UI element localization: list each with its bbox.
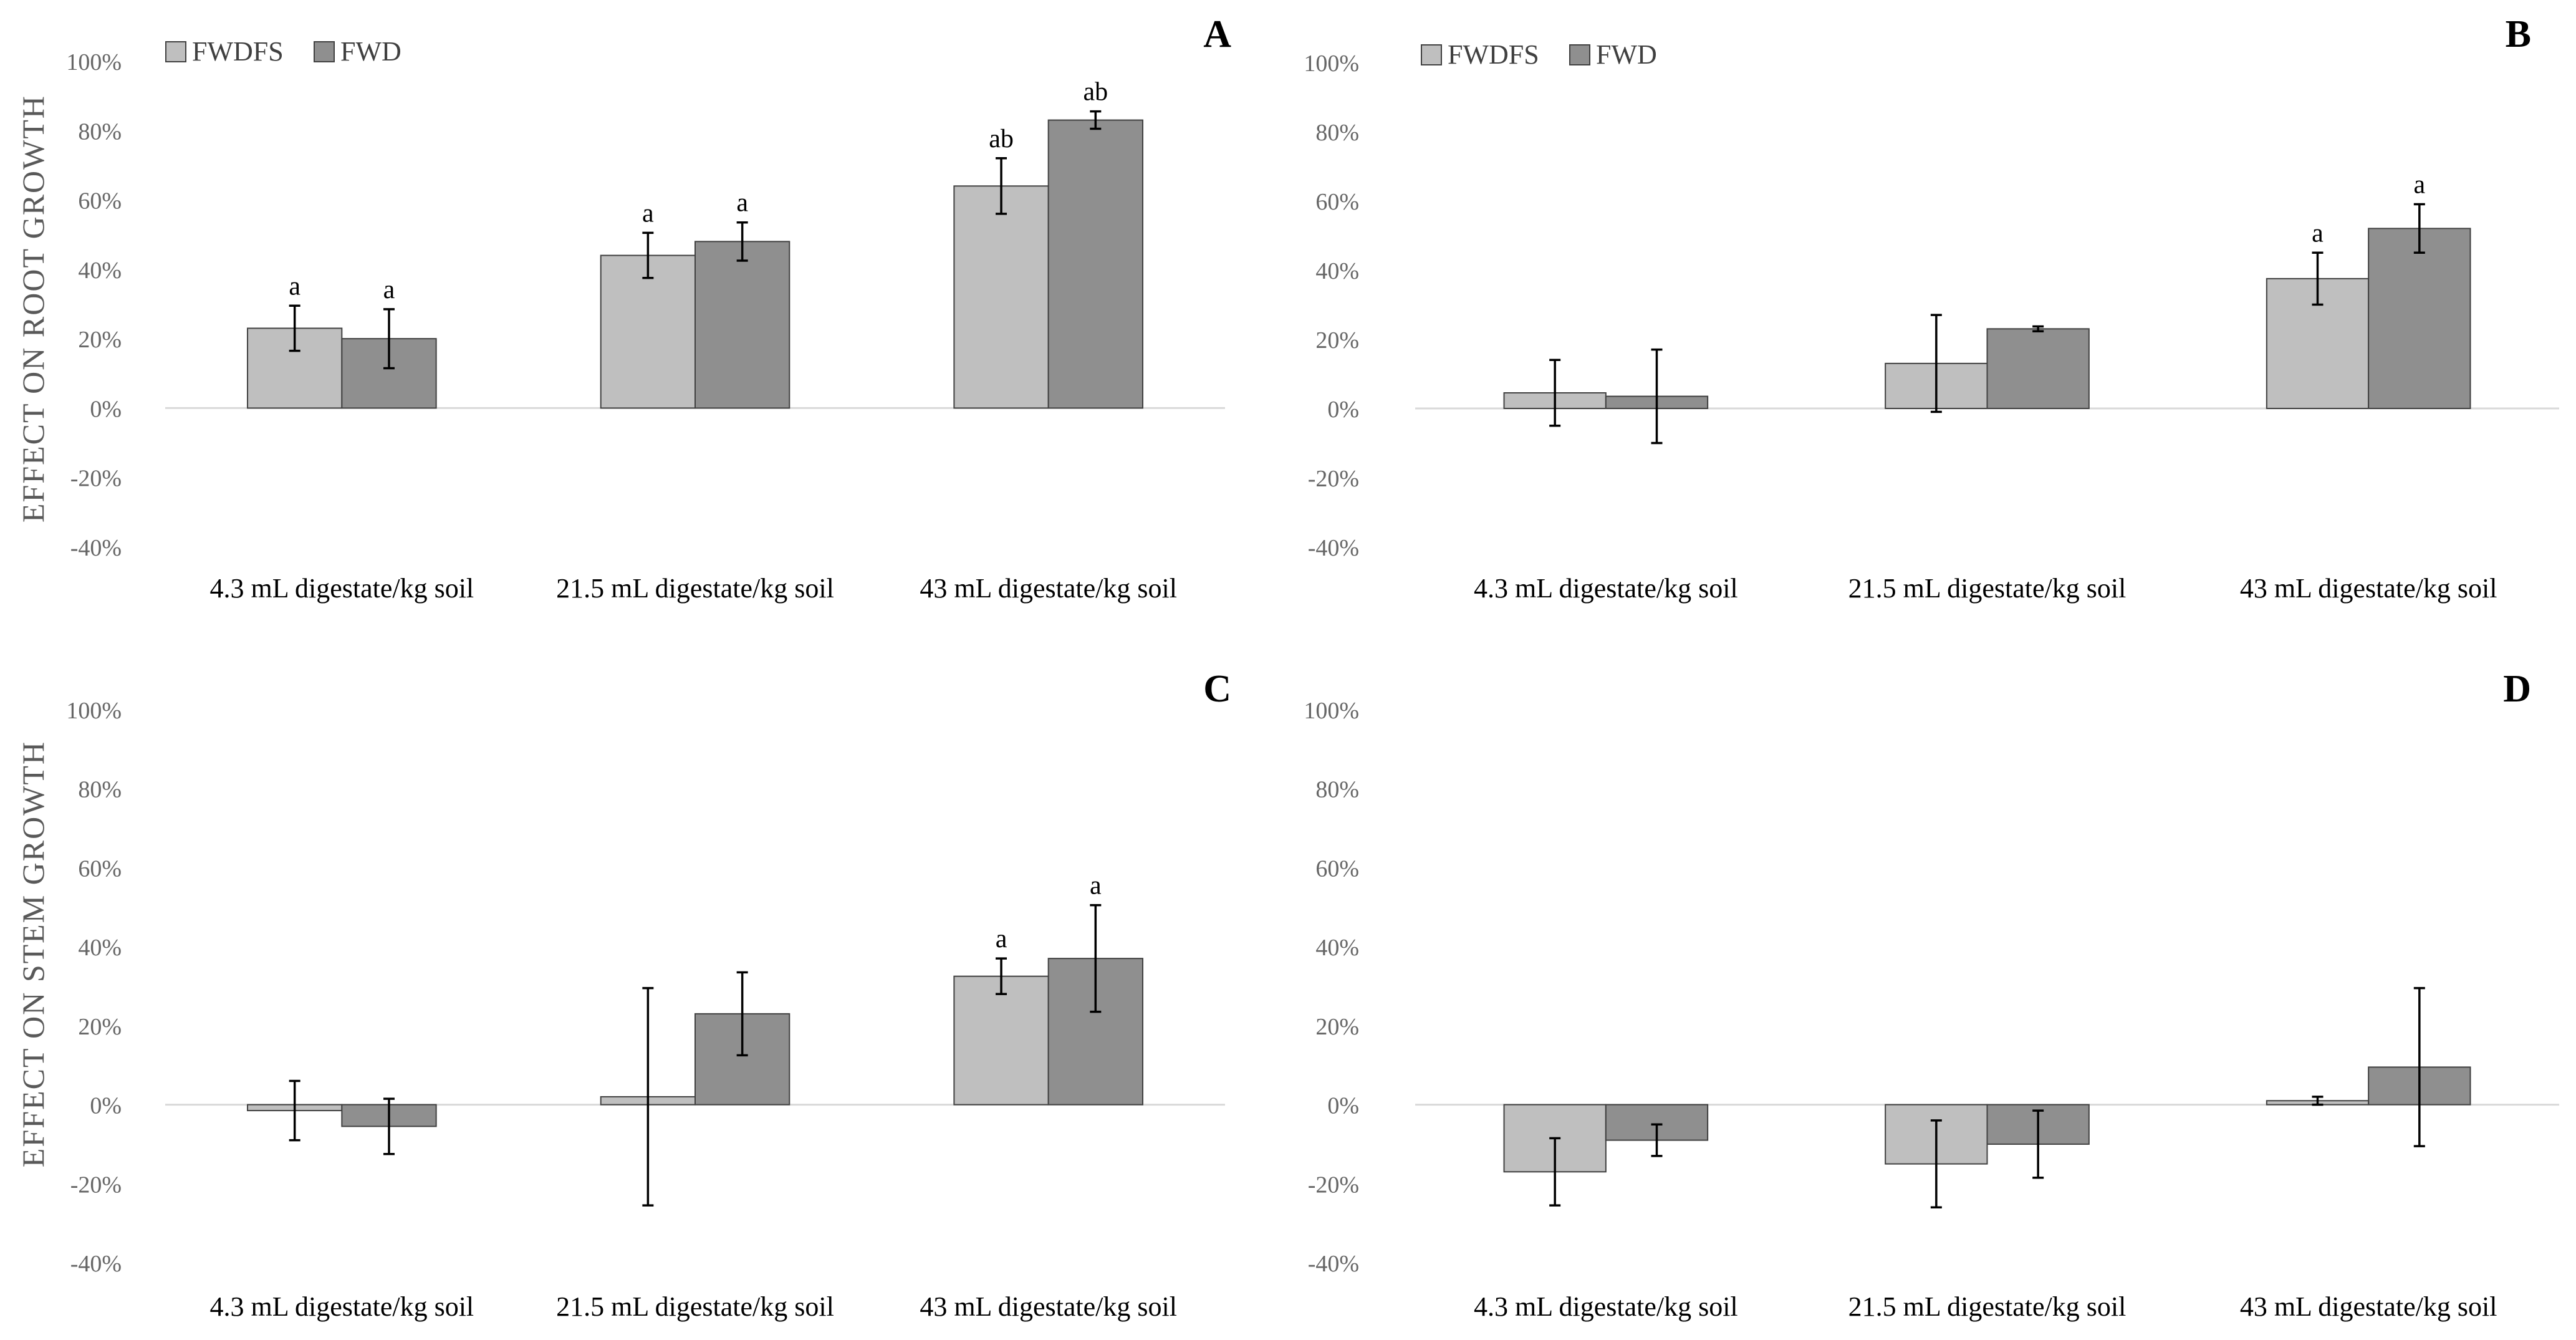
category-label: 4.3 mL digestate/kg soil xyxy=(210,1291,474,1322)
bar-fwd xyxy=(341,338,437,409)
category-label: 43 mL digestate/kg soil xyxy=(920,1291,1177,1322)
significance-label: a xyxy=(1090,872,1102,900)
y-tick-label: 80% xyxy=(78,118,122,145)
y-tick-label: 0% xyxy=(1327,397,1359,423)
significance-label: a xyxy=(736,189,748,218)
y-axis-title-stem: EFFECT ON STEM GROWTH xyxy=(16,741,50,1167)
category-label: 4.3 mL digestate/kg soil xyxy=(210,573,474,604)
bar-fwd xyxy=(2368,228,2471,409)
category-label: 43 mL digestate/kg soil xyxy=(2240,573,2497,604)
y-tick-label: 60% xyxy=(78,856,122,882)
category-label: 4.3 mL digestate/kg soil xyxy=(1474,573,1738,604)
panel-letter: D xyxy=(2503,668,2531,710)
y-tick-label: 100% xyxy=(66,698,122,724)
panel-c: -40% -20% 0% 20% 40% 60% 80% 100% Ca a 4.3 mL dige… xyxy=(66,668,1231,1322)
panel-b: -40% -20% 0% 20% 40% 60% 80% 100% Ba a 4.3 mL dige… xyxy=(1304,13,2559,604)
significance-label: ab xyxy=(1083,78,1108,107)
y-tick-label: -20% xyxy=(1308,466,1359,492)
y-tick-label: 60% xyxy=(78,188,122,214)
panel-d: -40% -20% 0% 20% 40% 60% 80% 100% D 4.3 mL digest… xyxy=(1304,668,2559,1322)
panel-letter: C xyxy=(1203,668,1231,710)
y-tick-label: -20% xyxy=(1308,1172,1359,1198)
y-tick-label: 80% xyxy=(1315,120,1359,146)
significance-label: ab xyxy=(989,125,1014,153)
significance-label: a xyxy=(2413,171,2425,200)
panel-a: -40% -20% 0% 20% 40% 60% 80% 100% Aa a ab a a ab 4.3 m… xyxy=(66,13,1231,604)
y-tick-label: 20% xyxy=(1315,327,1359,354)
y-tick-label: 0% xyxy=(90,396,122,422)
y-tick-label: 40% xyxy=(1315,935,1359,961)
y-axis-title-root: EFFECT ON ROOT GROWTH xyxy=(16,95,50,523)
y-tick-label: 60% xyxy=(1315,189,1359,215)
y-tick-label: 40% xyxy=(78,935,122,961)
y-tick-label: -40% xyxy=(1308,1251,1359,1277)
category-label: 21.5 mL digestate/kg soil xyxy=(556,1291,834,1322)
category-label: 21.5 mL digestate/kg soil xyxy=(556,573,834,604)
legend: FWDFS FWD xyxy=(165,36,401,67)
y-tick-label: 100% xyxy=(66,49,122,75)
y-tick-label: -20% xyxy=(70,466,122,492)
significance-label: a xyxy=(289,272,300,301)
legend-label-fwd: FWD xyxy=(1596,39,1657,70)
y-tick-label: 40% xyxy=(1315,258,1359,284)
y-tick-label: 20% xyxy=(78,327,122,353)
legend-swatch-fwdfs xyxy=(1421,44,1442,65)
y-tick-label: -20% xyxy=(70,1172,122,1198)
bar-fwd xyxy=(1047,119,1143,409)
legend-swatch-fwd xyxy=(1569,44,1590,65)
panel-letter: A xyxy=(1203,13,1231,55)
y-tick-label: 20% xyxy=(78,1014,122,1040)
y-tick-label: 60% xyxy=(1315,856,1359,882)
category-label: 43 mL digestate/kg soil xyxy=(2240,1291,2497,1322)
y-tick-label: 20% xyxy=(1315,1014,1359,1040)
y-tick-label: 0% xyxy=(1327,1093,1359,1119)
legend-label-fwdfs: FWDFS xyxy=(1448,39,1539,70)
significance-label: a xyxy=(642,199,654,228)
bar-fwd xyxy=(1986,328,2090,409)
bar-fwdfs xyxy=(600,254,696,409)
y-tick-label: -40% xyxy=(1308,535,1359,561)
category-label: 4.3 mL digestate/kg soil xyxy=(1474,1291,1738,1322)
bar-fwdfs xyxy=(953,975,1049,1106)
significance-label: a xyxy=(383,276,395,304)
legend-swatch-fwdfs xyxy=(165,41,186,62)
y-tick-label: 80% xyxy=(1315,777,1359,803)
significance-label: a xyxy=(996,925,1007,953)
category-label: 43 mL digestate/kg soil xyxy=(920,573,1177,604)
y-tick-label: -40% xyxy=(70,535,122,561)
y-tick-label: 100% xyxy=(1304,698,1359,724)
y-tick-label: 100% xyxy=(1304,51,1359,77)
y-tick-label: 80% xyxy=(78,777,122,803)
legend: FWDFS FWD xyxy=(1421,39,1657,70)
y-tick-label: -40% xyxy=(70,1251,122,1277)
panel-letter: B xyxy=(2506,13,2531,55)
category-label: 21.5 mL digestate/kg soil xyxy=(1848,1291,2127,1322)
bar-fwdfs xyxy=(953,185,1049,409)
bar-fwd xyxy=(694,241,791,409)
category-label: 21.5 mL digestate/kg soil xyxy=(1848,573,2127,604)
y-tick-label: 40% xyxy=(78,258,122,284)
significance-label: a xyxy=(2312,219,2324,248)
y-tick-label: 0% xyxy=(90,1093,122,1119)
legend-label-fwdfs: FWDFS xyxy=(192,36,284,67)
legend-swatch-fwd xyxy=(314,41,335,62)
legend-label-fwd: FWD xyxy=(340,36,401,67)
